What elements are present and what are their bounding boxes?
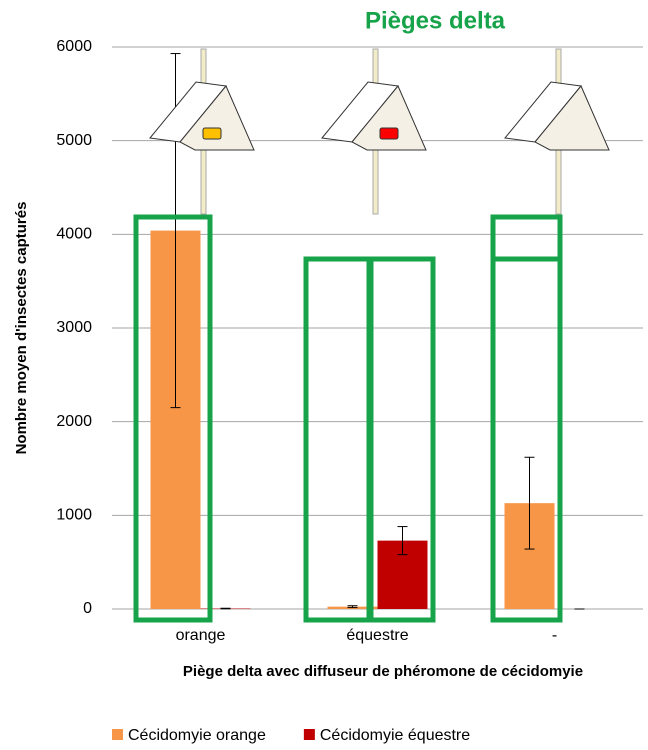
- legend-swatch: [304, 729, 315, 740]
- y-tick-label: 3000: [56, 319, 92, 336]
- y-tick-label: 5000: [56, 132, 92, 149]
- y-tick-label: 2000: [56, 413, 92, 430]
- chart: Pièges delta Nombre moyen d'insectes cap…: [0, 0, 648, 745]
- legend-label: Cécidomyie orange: [128, 727, 266, 744]
- y-tick-label: 6000: [56, 38, 92, 55]
- y-tick-label: 1000: [56, 507, 92, 524]
- legend: Cécidomyie orange Cécidomyie équestre: [112, 727, 470, 744]
- y-tick-label: 0: [83, 600, 92, 617]
- error-bar: [221, 608, 231, 609]
- chart-title: Pièges delta: [365, 7, 506, 34]
- trap-illustrations: [150, 49, 609, 214]
- x-tick-label: -: [552, 627, 557, 644]
- y-tick-label: 4000: [56, 226, 92, 243]
- legend-swatch: [112, 729, 123, 740]
- x-tick-label: équestre: [346, 627, 408, 644]
- y-axis-label: Nombre moyen d'insectes capturés: [13, 202, 30, 455]
- legend-label: Cécidomyie équestre: [320, 727, 470, 744]
- x-axis-label: Piège delta avec diffuseur de phéromone …: [183, 663, 583, 680]
- x-tick-label: orange: [176, 627, 226, 644]
